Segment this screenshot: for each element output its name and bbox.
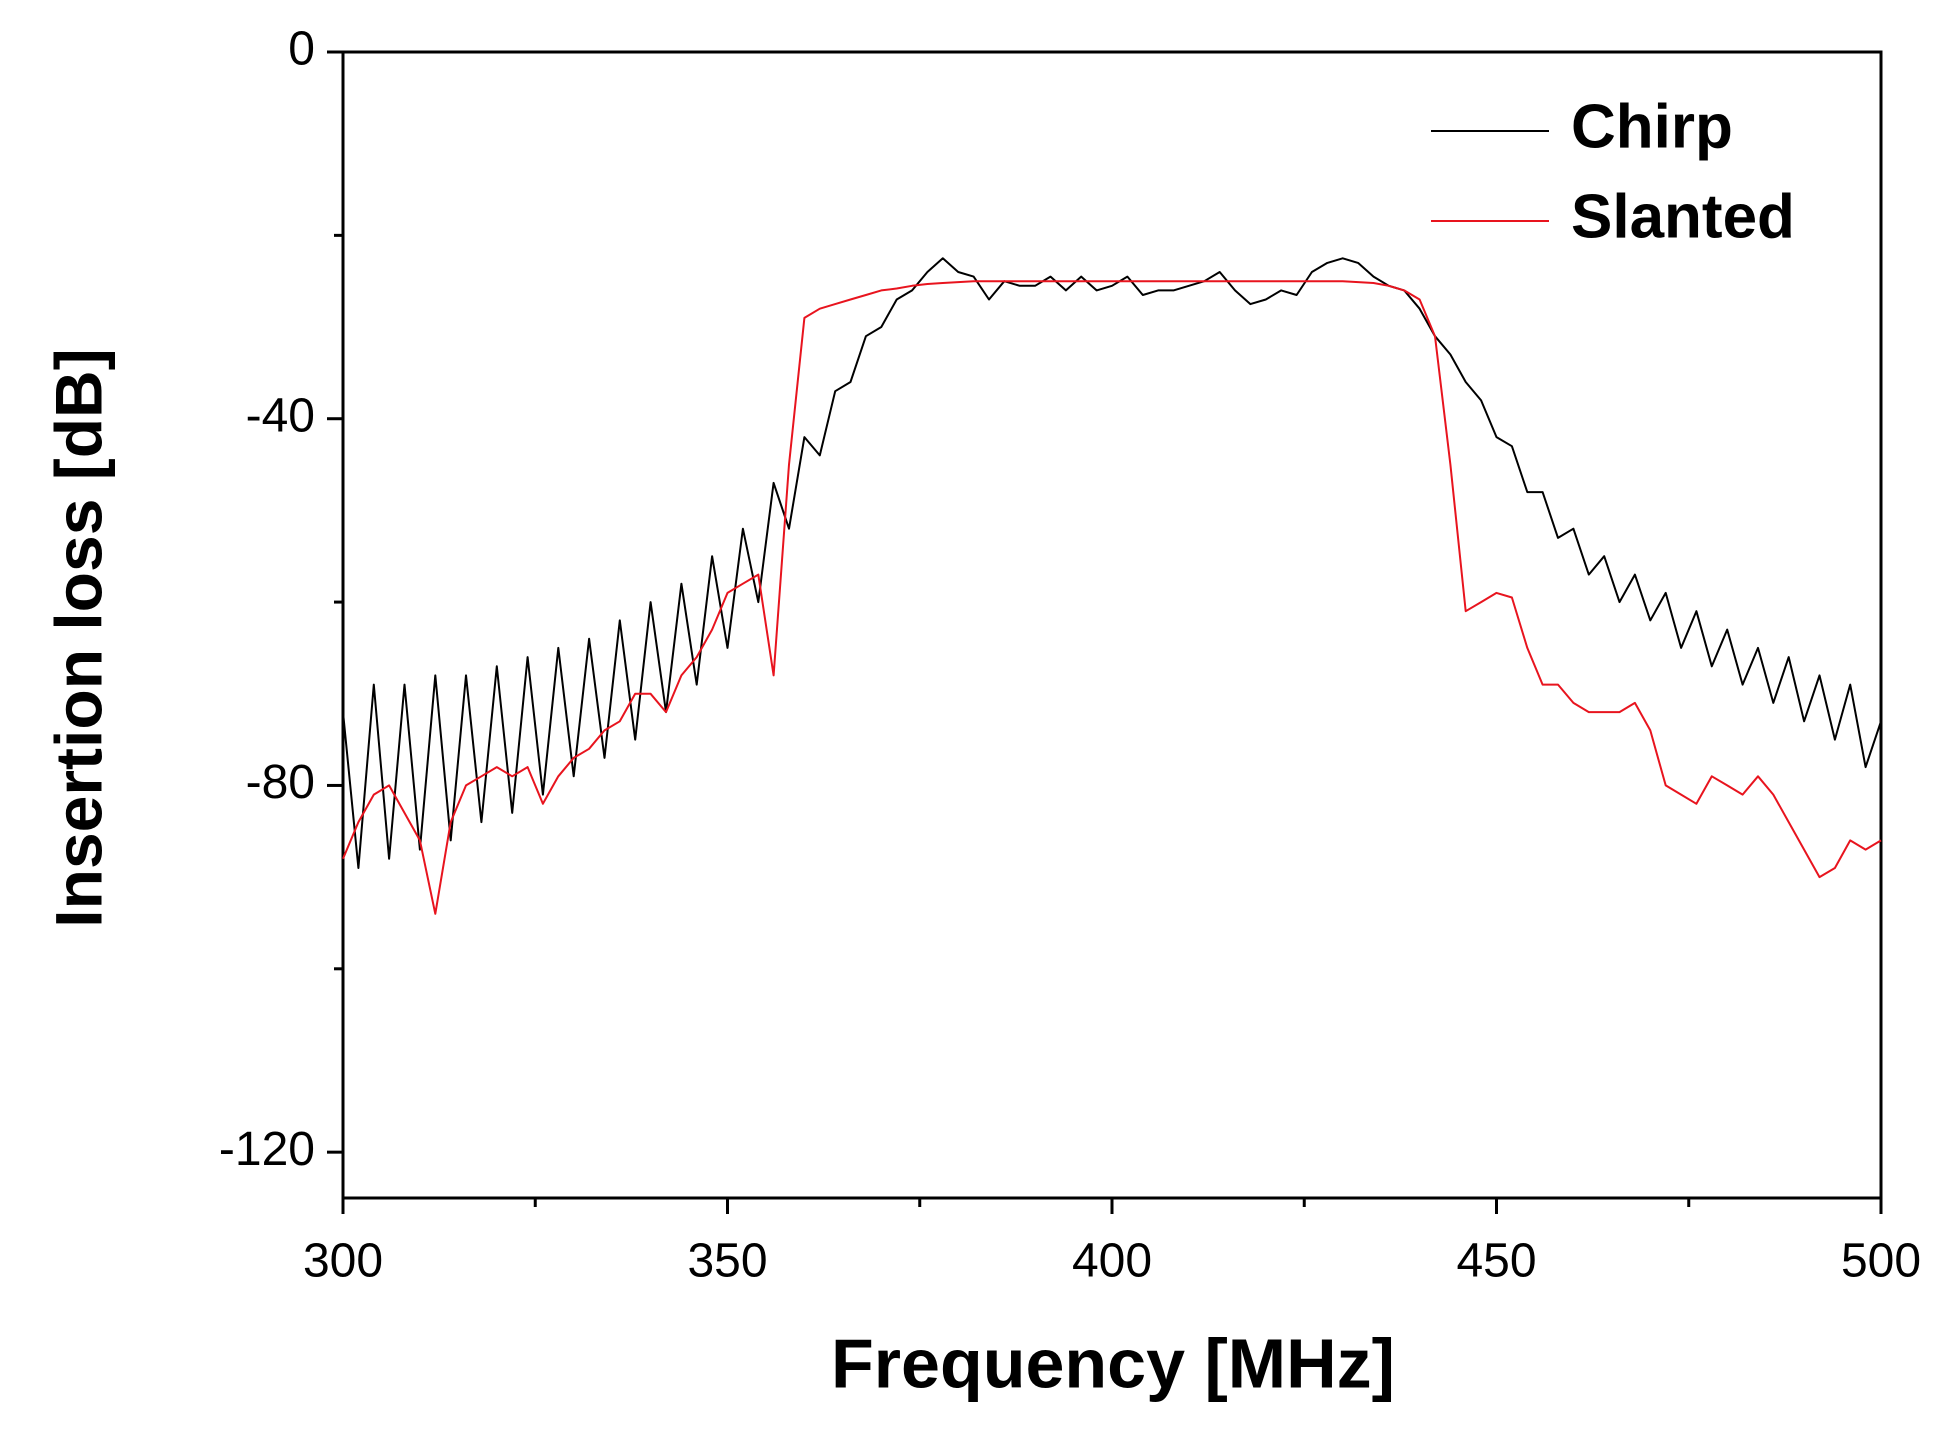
x-tick-label: 500 — [1841, 1235, 1921, 1288]
y-axis-label: Insertion loss [dB] — [41, 348, 115, 927]
y-tick-label: -40 — [246, 389, 315, 442]
y-tick-label: -80 — [246, 756, 315, 809]
y-tick-label: 0 — [288, 23, 315, 76]
x-tick-label: 350 — [687, 1235, 767, 1288]
x-axis-label: Frequency [MHz] — [831, 1324, 1395, 1402]
legend-label: Slanted — [1571, 182, 1795, 251]
series-line — [342, 280, 1882, 915]
x-tick-label: 400 — [1072, 1235, 1152, 1288]
legend-label: Chirp — [1571, 92, 1733, 161]
y-tick-label: -120 — [219, 1123, 315, 1176]
x-tick-label: 450 — [1456, 1235, 1536, 1288]
x-tick-label: 300 — [303, 1235, 383, 1288]
series-line — [342, 257, 1882, 869]
